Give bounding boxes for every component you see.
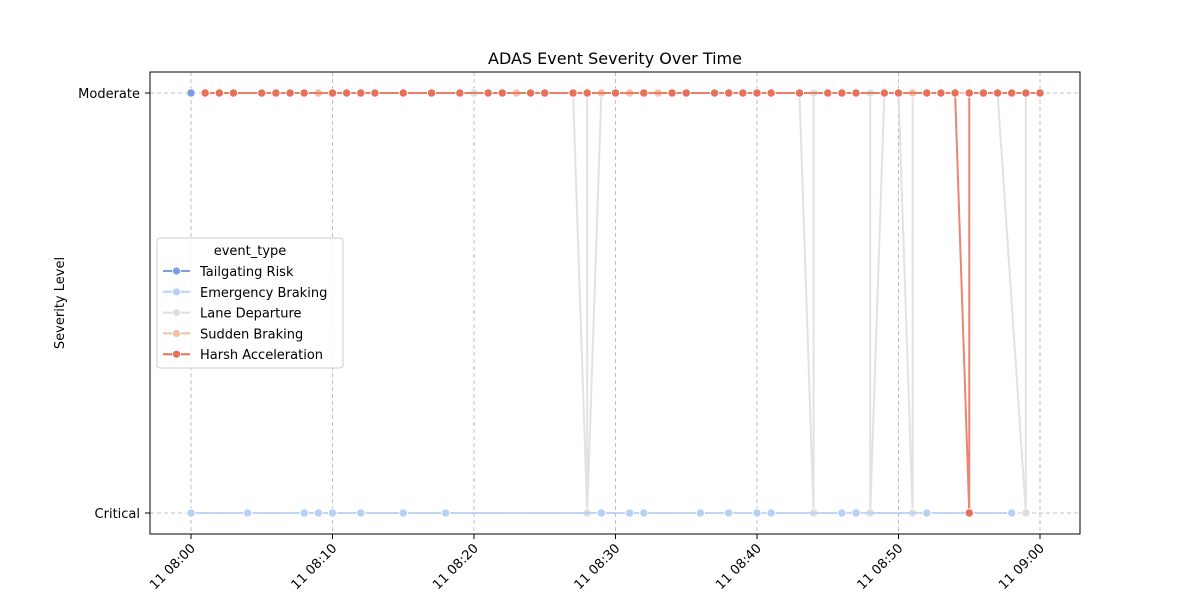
data-point xyxy=(200,88,210,98)
legend-title: event_type xyxy=(214,244,287,259)
data-point xyxy=(639,88,649,98)
data-point xyxy=(596,508,606,518)
data-point xyxy=(370,88,380,98)
data-point xyxy=(327,88,338,98)
x-tick-label: 11 08:50 xyxy=(855,541,907,593)
data-point xyxy=(851,508,861,518)
data-point xyxy=(483,88,493,98)
legend-label: Harsh Acceleration xyxy=(200,348,323,363)
data-point xyxy=(356,508,366,518)
data-point xyxy=(992,88,1003,98)
series-emergency-braking xyxy=(186,508,1017,518)
data-point xyxy=(540,88,550,98)
data-point xyxy=(455,88,465,98)
legend: event_type Tailgating Risk Emergency Brak… xyxy=(156,237,344,369)
data-point xyxy=(242,508,253,518)
data-point xyxy=(1007,88,1017,98)
x-tick-label: 11 08:30 xyxy=(572,541,624,593)
data-point xyxy=(837,88,847,98)
data-point xyxy=(327,508,338,518)
data-point xyxy=(1021,508,1031,518)
data-point xyxy=(610,88,621,98)
legend-marker xyxy=(172,266,181,276)
series-harsh-acceleration xyxy=(200,88,1045,518)
data-point xyxy=(936,88,946,98)
legend-label: Tailgating Risk xyxy=(199,265,294,280)
data-point xyxy=(1007,508,1017,518)
data-point xyxy=(964,88,974,98)
data-point xyxy=(681,88,691,98)
legend-label: Sudden Braking xyxy=(200,327,303,342)
data-point xyxy=(497,88,507,98)
data-point xyxy=(667,88,677,98)
data-point xyxy=(922,508,932,518)
data-point xyxy=(950,88,960,98)
data-point xyxy=(568,88,578,98)
data-point xyxy=(752,508,762,518)
y-axis: Critical Moderate xyxy=(78,87,150,522)
data-point xyxy=(257,88,267,98)
data-point xyxy=(525,88,536,98)
legend-marker xyxy=(172,349,181,359)
x-tick-label: 11 08:40 xyxy=(713,541,765,593)
data-point xyxy=(752,88,762,98)
data-point xyxy=(625,508,635,518)
legend-marker xyxy=(172,328,181,338)
data-point xyxy=(313,508,323,518)
data-point xyxy=(922,88,932,98)
chart-title: ADAS Event Severity Over Time xyxy=(488,49,742,68)
data-point xyxy=(724,88,734,98)
series-layer xyxy=(186,88,1045,518)
data-point xyxy=(1021,88,1031,98)
y-axis-label: Severity Level xyxy=(53,257,68,349)
data-point xyxy=(426,88,437,98)
data-point xyxy=(228,88,239,98)
x-axis: 11 08:00 11 08:10 11 08:20 11 08:30 11 08:40… xyxy=(147,534,1048,593)
legend-marker xyxy=(172,308,181,318)
data-point xyxy=(724,508,734,518)
data-point xyxy=(186,88,196,98)
data-point xyxy=(271,88,281,98)
data-point xyxy=(356,88,366,98)
data-point xyxy=(1035,88,1045,98)
data-point xyxy=(978,88,989,98)
data-point xyxy=(639,508,649,518)
data-point xyxy=(299,88,309,98)
data-point xyxy=(851,88,861,98)
data-point xyxy=(837,508,847,518)
data-point xyxy=(709,88,720,98)
legend-label: Lane Departure xyxy=(200,307,302,322)
data-point xyxy=(582,88,592,98)
data-point xyxy=(285,88,295,98)
y-tick-label: Critical xyxy=(95,507,140,522)
y-tick-label: Moderate xyxy=(78,87,140,102)
series-tailgating-risk xyxy=(186,88,196,98)
legend-marker xyxy=(172,287,181,297)
data-point xyxy=(794,88,805,98)
x-tick-label: 11 08:10 xyxy=(289,541,341,593)
data-point xyxy=(299,508,309,518)
data-point xyxy=(214,88,224,98)
data-point xyxy=(964,508,974,518)
data-point xyxy=(738,88,748,98)
data-point xyxy=(893,88,904,98)
data-point xyxy=(441,508,451,518)
data-point xyxy=(766,88,776,98)
data-point xyxy=(879,88,889,98)
x-tick-label: 11 08:20 xyxy=(430,541,482,593)
legend-label: Emergency Braking xyxy=(200,286,327,301)
data-point xyxy=(341,88,352,98)
data-point xyxy=(766,508,776,518)
x-tick-label: 11 08:00 xyxy=(147,541,199,593)
data-point xyxy=(823,88,833,98)
data-point xyxy=(398,508,408,518)
x-tick-label: 11 09:00 xyxy=(996,541,1048,593)
data-point xyxy=(695,508,706,518)
legend-frame xyxy=(156,237,344,369)
data-point xyxy=(398,88,408,98)
data-point xyxy=(186,508,196,518)
